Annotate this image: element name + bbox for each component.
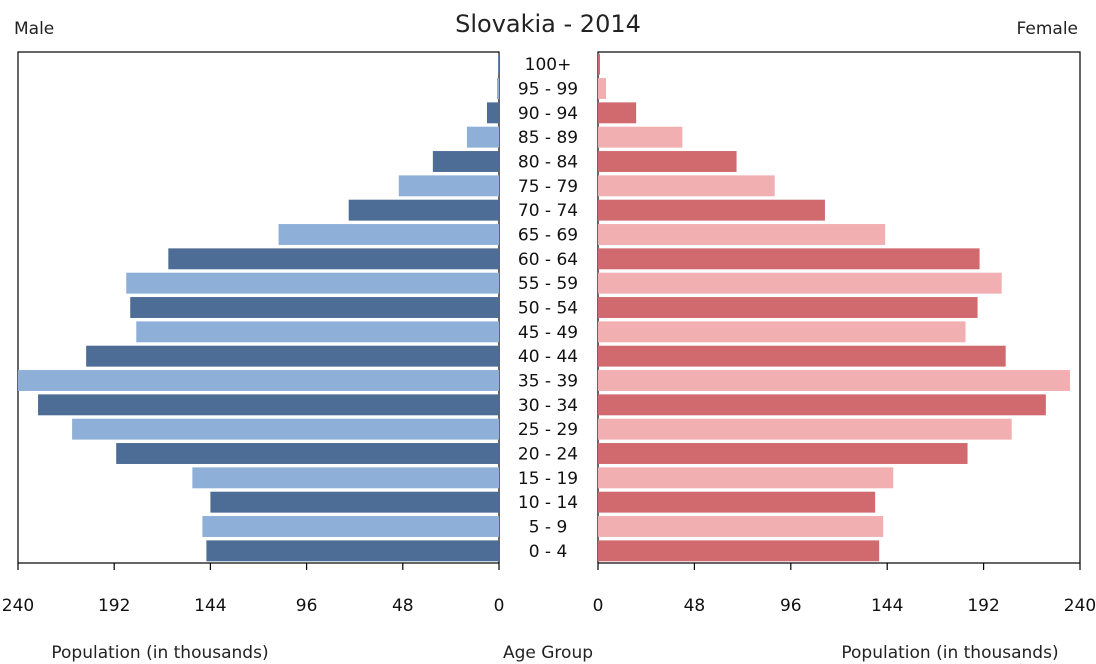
female-bar-85-89 [598,126,683,148]
female-bar-90-94 [598,102,637,124]
male-bar-35-39 [18,370,499,391]
male-bar-55-59 [126,272,499,294]
age-label-25-29: 25 - 29 [518,420,578,440]
female-bar-50-54 [598,297,978,318]
female-bar-15-19 [598,467,894,489]
female-bar-75-79 [598,175,775,197]
female-bar-20-24 [598,443,968,464]
age-label-5-9: 5 - 9 [529,518,568,538]
female-bar-35-39 [598,370,1070,391]
chart-title: Slovakia - 2014 [455,10,641,38]
age-label-90-94: 90 - 94 [518,104,578,124]
age-label-100+: 100+ [525,55,572,75]
age-group-axis-title: Age Group [503,643,593,663]
right-tick-label-48: 48 [684,596,706,616]
age-label-0-4: 0 - 4 [529,542,568,562]
female-bar-40-44 [598,345,1006,367]
left-tick-label-240: 240 [2,596,34,616]
male-bar-75-79 [398,175,499,197]
female-bar-100+ [598,53,601,75]
female-bar-5-9 [598,516,884,537]
male-bar-5-9 [202,516,499,537]
male-bar-30-34 [38,394,499,416]
age-label-60-64: 60 - 64 [518,250,578,270]
female-bar-45-49 [598,321,966,343]
male-bar-40-44 [86,345,499,367]
male-x-axis: 0 48 96 144 192 240 [2,563,505,616]
age-label-30-34: 30 - 34 [518,396,578,416]
female-bar-95-99 [598,78,607,99]
right-tick-label-192: 192 [967,596,999,616]
female-bars [598,53,1070,562]
female-bar-25-29 [598,418,1012,440]
age-label-95-99: 95 - 99 [518,80,578,100]
female-axis-title: Population (in thousands) [841,643,1058,663]
left-tick-label-0: 0 [494,596,505,616]
male-bar-90-94 [486,102,500,124]
age-label-20-24: 20 - 24 [518,445,578,465]
female-bar-65-69 [598,224,886,245]
male-bar-65-69 [278,224,499,245]
male-bar-25-29 [72,418,500,440]
female-bar-10-14 [598,491,876,513]
age-label-15-19: 15 - 19 [518,469,578,489]
male-bar-50-54 [130,297,500,318]
age-label-55-59: 55 - 59 [518,274,578,294]
right-tick-label-96: 96 [780,596,802,616]
male-bar-0-4 [206,540,499,562]
left-tick-label-96: 96 [296,596,318,616]
male-bar-100+ [498,53,499,75]
female-bar-0-4 [598,540,880,562]
female-x-axis: 0 48 96 144 192 240 [593,563,1096,616]
male-bar-85-89 [466,126,499,148]
female-bar-70-74 [598,199,825,221]
female-bar-80-84 [598,151,737,172]
male-bar-20-24 [116,443,499,464]
age-label-45-49: 45 - 49 [518,323,578,343]
male-bar-15-19 [192,467,500,489]
female-bar-60-64 [598,248,980,270]
female-bar-30-34 [598,394,1046,416]
age-label-40-44: 40 - 44 [518,347,578,367]
right-tick-label-0: 0 [593,596,604,616]
male-bar-80-84 [432,151,499,172]
age-label-35-39: 35 - 39 [518,372,578,392]
age-label-50-54: 50 - 54 [518,299,578,319]
right-tick-label-240: 240 [1064,596,1096,616]
male-bar-60-64 [168,248,499,270]
left-tick-label-192: 192 [98,596,130,616]
male-bars [18,53,500,562]
male-label: Male [14,19,54,39]
age-label-75-79: 75 - 79 [518,177,578,197]
age-label-70-74: 70 - 74 [518,201,578,221]
male-bar-95-99 [497,78,499,99]
age-label-10-14: 10 - 14 [518,493,578,513]
left-tick-label-144: 144 [194,596,226,616]
male-bar-10-14 [210,491,499,513]
left-tick-label-48: 48 [392,596,414,616]
male-bar-45-49 [136,321,499,343]
male-bar-70-74 [348,199,499,221]
age-label-80-84: 80 - 84 [518,153,578,173]
age-group-labels: 0 - 4 5 - 9 10 - 14 15 - 19 20 - 24 25 - 29 30… [518,55,578,562]
age-label-85-89: 85 - 89 [518,128,578,148]
male-axis-title: Population (in thousands) [51,643,268,663]
female-label: Female [1017,19,1078,39]
right-tick-label-144: 144 [871,596,903,616]
female-bar-55-59 [598,272,1002,294]
age-label-65-69: 65 - 69 [518,226,578,246]
